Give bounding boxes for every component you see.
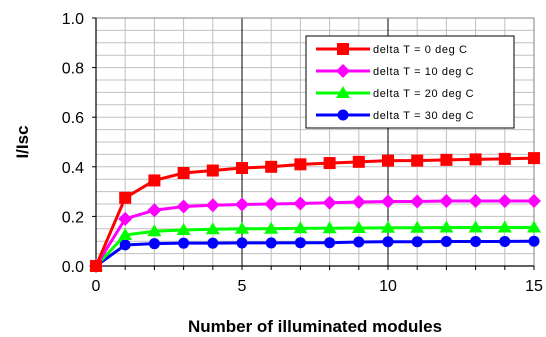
data-point [353,236,365,248]
data-point [469,153,482,166]
y-tick-label: 0.6 [62,110,84,127]
legend-item: delta T = 20 deg C [316,86,474,100]
data-point [381,194,395,209]
legend-item: delta T = 10 deg C [316,64,474,78]
y-tick-label: 0.2 [62,209,84,226]
data-point [119,191,132,204]
data-point [468,194,483,209]
data-point [265,237,277,249]
data-point [206,164,219,177]
data-point [382,154,394,167]
x-tick-labels: 0 5 10 15 [92,278,543,295]
series-line [94,156,535,267]
legend-marker [337,43,349,55]
data-point [264,197,279,211]
x-tick-label: 5 [238,278,247,295]
axes [92,17,535,270]
series-1 [89,194,541,273]
data-point [176,199,191,214]
x-tick-label: 10 [379,278,397,295]
series-line [94,226,534,268]
data-point [528,235,540,247]
legend-marker [336,64,350,78]
series-3 [90,235,540,272]
legend-marker [337,109,349,121]
data-point [119,239,131,251]
data-point [352,155,365,168]
legend-marker [336,86,350,98]
y-axis-label: I/Isc [13,125,32,158]
series-line [94,199,534,267]
data-point [322,221,337,234]
data-point [351,195,366,210]
data-point [235,221,249,234]
legend-label: delta T = 0 deg C [373,44,468,56]
data-point [470,235,482,247]
data-point [207,237,219,249]
legend-label: delta T = 30 deg C [373,110,474,122]
y-tick-label: 0.4 [62,160,84,177]
y-tick-label: 1.0 [62,11,84,28]
data-point [176,223,191,236]
data-point [497,194,512,209]
series-group [89,152,541,273]
data-point [411,236,423,248]
x-tick-label: 15 [525,278,543,295]
data-point [264,221,279,234]
data-point [178,237,190,249]
data-point [322,195,337,210]
x-axis-label: Number of illuminated modules [188,317,442,336]
data-point [205,198,220,213]
data-point [351,221,366,234]
data-point [497,220,512,233]
data-point [90,260,102,272]
data-point [439,194,454,209]
y-tick-label: 0.8 [62,61,84,78]
data-point [177,167,190,179]
data-point [205,222,220,235]
data-point [440,235,452,247]
data-point [410,194,425,209]
data-point [147,203,162,218]
data-point [324,237,336,249]
data-point [293,221,308,234]
legend-item: delta T = 0 deg C [316,43,468,56]
data-point [118,211,133,226]
legend-item: delta T = 30 deg C [316,109,474,122]
series-0 [90,152,540,272]
data-point [148,238,160,250]
data-point [294,158,307,171]
data-point [323,157,336,170]
data-point [382,236,394,248]
legend: delta T = 0 deg C delta T = 10 deg C delta… [305,35,515,129]
series-line [95,239,535,268]
data-point [147,224,162,237]
data-point [381,220,395,233]
data-point [527,194,541,209]
data-point [499,235,511,247]
data-point [527,220,541,233]
data-point [148,174,161,187]
legend-label: delta T = 20 deg C [373,88,474,100]
data-point [411,154,424,167]
data-point [498,152,511,165]
legend-label: delta T = 10 deg C [373,66,474,78]
data-point [294,237,306,249]
y-tick-label: 0.0 [62,259,84,276]
data-point [265,160,278,173]
data-point [440,153,453,166]
y-tick-labels: 0.0 0.2 0.4 0.6 0.8 1.0 [62,11,84,276]
data-point [235,197,249,212]
data-point [236,237,248,249]
data-point [439,220,454,233]
data-point [293,196,308,211]
data-point [528,152,540,165]
data-point [118,228,133,240]
data-point [236,162,248,175]
x-tick-label: 0 [92,278,101,295]
data-point [468,220,483,233]
data-point [410,220,425,233]
